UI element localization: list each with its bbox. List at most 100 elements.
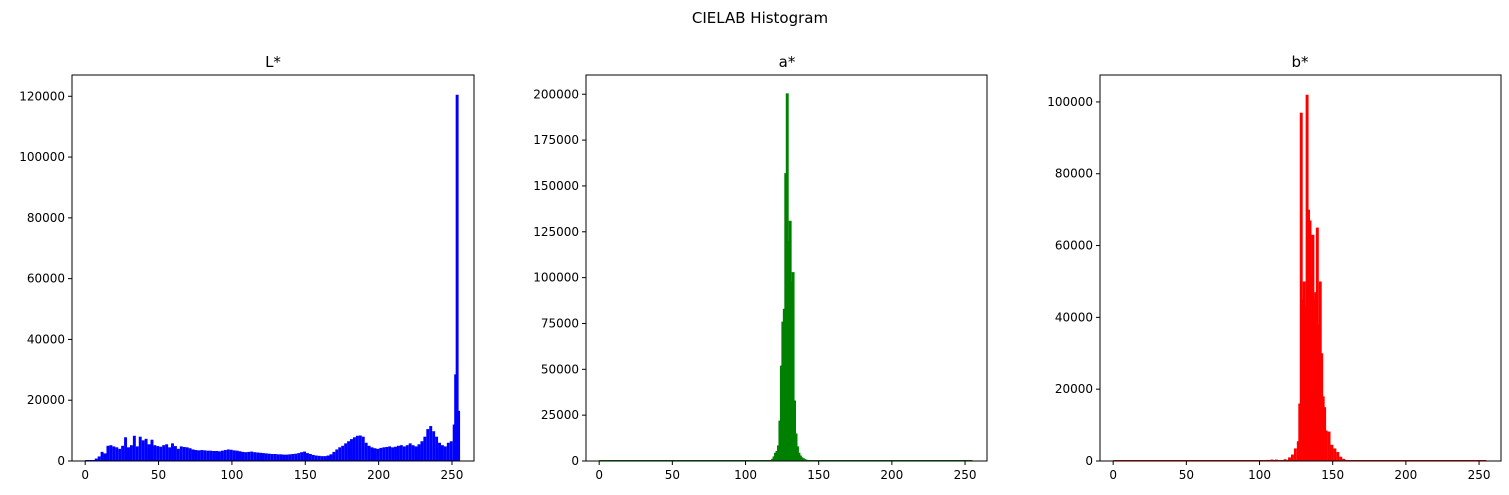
histogram-bar (358, 435, 362, 461)
y-tick-label: 80000 (27, 211, 65, 225)
histogram-bar (1274, 459, 1278, 461)
histogram-bar (100, 451, 104, 461)
histogram-bar (115, 447, 119, 461)
histogram-bar (165, 444, 169, 461)
histogram-bar (138, 436, 142, 461)
histogram-bar (256, 452, 260, 461)
histogram-bar (179, 446, 183, 461)
histogram-bar (405, 445, 409, 461)
figure-title: CIELAB Histogram (692, 9, 828, 27)
histogram-bar (801, 458, 805, 461)
histogram-bar (241, 451, 245, 461)
chart-title-l-star: L* (265, 53, 281, 71)
histogram-bar (1345, 459, 1349, 461)
histogram-bar (402, 446, 406, 461)
histogram-bar (306, 453, 309, 461)
x-tick-label: 100 (1248, 468, 1271, 482)
histogram-bar (379, 447, 383, 461)
histogram-bar (223, 450, 227, 461)
histogram-bar (300, 452, 304, 461)
histogram-bar (112, 446, 116, 461)
histogram-bar (97, 456, 101, 461)
histogram-bar (446, 442, 450, 461)
histogram-bar (394, 446, 397, 461)
histogram-bar (194, 450, 198, 461)
histogram-bar (273, 454, 277, 461)
y-tick-label: 50000 (541, 362, 579, 376)
histogram-bar (440, 445, 444, 461)
histogram-bar (1266, 459, 1270, 461)
histogram-bar (323, 456, 327, 461)
histogram-bar (147, 444, 151, 461)
histogram-bar (455, 94, 459, 461)
histogram-bar (355, 435, 359, 461)
x-tick-label: 0 (1109, 468, 1117, 482)
y-tick-label: 75000 (541, 316, 579, 330)
histogram-bar (449, 441, 453, 461)
x-tick-label: 150 (294, 468, 317, 482)
histogram-bar (171, 443, 174, 461)
x-tick-label: 50 (151, 468, 166, 482)
y-tick-label: 0 (571, 454, 579, 468)
histogram-bar (244, 452, 248, 461)
histogram-bar (291, 454, 295, 461)
histogram-bar (329, 454, 333, 461)
histogram-bar (320, 456, 324, 461)
histogram-bar (429, 426, 433, 461)
x-tick-label: 100 (734, 468, 757, 482)
histogram-bar (350, 439, 353, 461)
x-tick-label: 200 (367, 468, 390, 482)
histogram-bar (188, 448, 192, 461)
histogram-bar (1299, 112, 1303, 461)
histogram-bar (423, 436, 427, 461)
histogram-bar (1330, 444, 1334, 461)
histogram-bar (297, 453, 301, 461)
histogram-bar (212, 450, 216, 461)
histogram-bar (388, 446, 392, 461)
histogram-bar (417, 444, 421, 461)
histogram-bar (438, 442, 441, 461)
y-tick-label: 150000 (533, 179, 579, 193)
histogram-bar (106, 445, 110, 461)
x-tick-label: 150 (1321, 468, 1344, 482)
y-tick-label: 200000 (533, 87, 579, 101)
histogram-bar (352, 437, 356, 461)
histogram-bar (217, 451, 221, 461)
x-tick-label: 250 (954, 468, 977, 482)
y-tick-label: 20000 (1055, 382, 1093, 396)
histogram-bar (182, 447, 186, 461)
histogram-bar (250, 451, 254, 461)
histogram-bar (197, 450, 201, 461)
y-tick-label: 20000 (27, 393, 65, 407)
histogram-bar (229, 449, 233, 461)
histogram-bar (103, 453, 107, 461)
histogram-bar (385, 447, 389, 461)
histogram-bar (361, 436, 365, 461)
histogram-bar (408, 443, 412, 461)
chart-b-star: b* 0 50 100 150 200 250 0 20000 40000 60000 80000 1… (1047, 53, 1502, 482)
histogram-bars (599, 93, 973, 462)
histogram-bar (288, 454, 292, 461)
histogram-bar (127, 447, 130, 461)
histogram-bar (1342, 458, 1346, 461)
histogram-bar (185, 447, 189, 461)
histogram-bar (261, 453, 265, 461)
histogram-bars (1113, 94, 1487, 461)
histogram-bar (135, 446, 139, 461)
histogram-bar (153, 445, 157, 461)
histogram-bar (109, 445, 113, 461)
x-tick-label: 200 (1394, 468, 1417, 482)
x-tick-label: 50 (665, 468, 680, 482)
x-tick-label: 50 (1179, 468, 1194, 482)
x-tick-label: 0 (81, 468, 89, 482)
histogram-bar (259, 452, 262, 461)
histogram-bar (1279, 459, 1283, 461)
histogram-bar (209, 450, 213, 461)
axes-frame (1099, 74, 1502, 462)
histogram-bar (1339, 456, 1343, 461)
histogram-bar (285, 454, 289, 461)
histogram-bar (793, 400, 797, 461)
histogram-bar (168, 447, 172, 461)
histogram-bar (1290, 454, 1294, 461)
